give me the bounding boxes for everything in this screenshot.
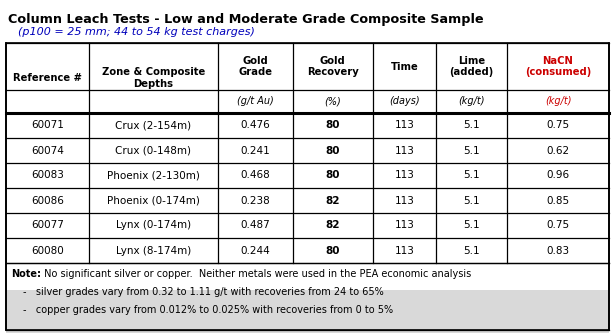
Text: 5.1: 5.1 [463,195,480,205]
Text: 5.1: 5.1 [463,170,480,180]
Text: Lynx (8-174m): Lynx (8-174m) [116,245,191,255]
Text: NaCN
(consumed): NaCN (consumed) [525,56,591,77]
Text: 0.468: 0.468 [240,170,270,180]
Text: Time: Time [391,62,418,72]
Text: 0.96: 0.96 [547,170,569,180]
Text: Gold
Grade: Gold Grade [239,56,272,77]
Text: 5.1: 5.1 [463,220,480,230]
Text: (kg/t): (kg/t) [458,97,485,107]
Text: 60071: 60071 [31,121,64,131]
Bar [6,43,609,330]
Text: Crux (2-154m): Crux (2-154m) [116,121,191,131]
Text: 80: 80 [325,170,340,180]
Text: Phoenix (0-174m): Phoenix (0-174m) [107,195,200,205]
Text: (p100 = 25 mm; 44 to 54 kg test charges): (p100 = 25 mm; 44 to 54 kg test charges) [18,27,255,37]
Text: (kg/t): (kg/t) [545,97,571,107]
Text: 60083: 60083 [31,170,64,180]
Text: (days): (days) [389,97,419,107]
Text: -   copper grades vary from 0.012% to 0.025% with recoveries from 0 to 5%: - copper grades vary from 0.012% to 0.02… [23,305,393,315]
Text: Note:: Note: [11,268,41,278]
Text: Reference #: Reference # [13,73,82,83]
Text: 0.85: 0.85 [547,195,569,205]
Text: 113: 113 [394,245,415,255]
Text: 0.241: 0.241 [240,146,270,156]
Text: 60086: 60086 [31,195,64,205]
Text: Lime
(added): Lime (added) [450,56,494,77]
Text: Zone & Composite
Depths: Zone & Composite Depths [102,67,205,89]
Text: 113: 113 [394,146,415,156]
Text: 0.476: 0.476 [240,121,270,131]
Text: 0.75: 0.75 [547,220,569,230]
Text: 0.487: 0.487 [240,220,270,230]
Text: Column Leach Tests - Low and Moderate Grade Composite Sample: Column Leach Tests - Low and Moderate Gr… [8,13,483,26]
Text: 0.244: 0.244 [240,245,270,255]
Bar [6,290,609,333]
Text: 113: 113 [394,220,415,230]
Text: Lynx (0-174m): Lynx (0-174m) [116,220,191,230]
Text: 0.238: 0.238 [240,195,270,205]
Text: 113: 113 [394,195,415,205]
Text: Crux (0-148m): Crux (0-148m) [116,146,191,156]
Text: 60080: 60080 [31,245,64,255]
Text: 113: 113 [394,170,415,180]
Text: 82: 82 [325,195,340,205]
Text: (%): (%) [325,97,341,107]
Text: No significant silver or copper.  Neither metals were used in the PEA economic a: No significant silver or copper. Neither… [41,268,471,278]
Text: -   silver grades vary from 0.32 to 1.11 g/t with recoveries from 24 to 65%: - silver grades vary from 0.32 to 1.11 g… [23,287,384,297]
Text: (g/t Au): (g/t Au) [237,97,274,107]
Text: 80: 80 [325,146,340,156]
Text: 113: 113 [394,121,415,131]
Text: 0.83: 0.83 [547,245,569,255]
Text: 5.1: 5.1 [463,245,480,255]
Text: 80: 80 [325,245,340,255]
Text: 82: 82 [325,220,340,230]
Text: Gold
Recovery: Gold Recovery [307,56,359,77]
Text: 80: 80 [325,121,340,131]
Text: 60074: 60074 [31,146,64,156]
Text: 5.1: 5.1 [463,146,480,156]
Text: 0.75: 0.75 [547,121,569,131]
Text: 0.62: 0.62 [547,146,569,156]
Text: 60077: 60077 [31,220,64,230]
Text: 5.1: 5.1 [463,121,480,131]
Text: Phoenix (2-130m): Phoenix (2-130m) [107,170,200,180]
